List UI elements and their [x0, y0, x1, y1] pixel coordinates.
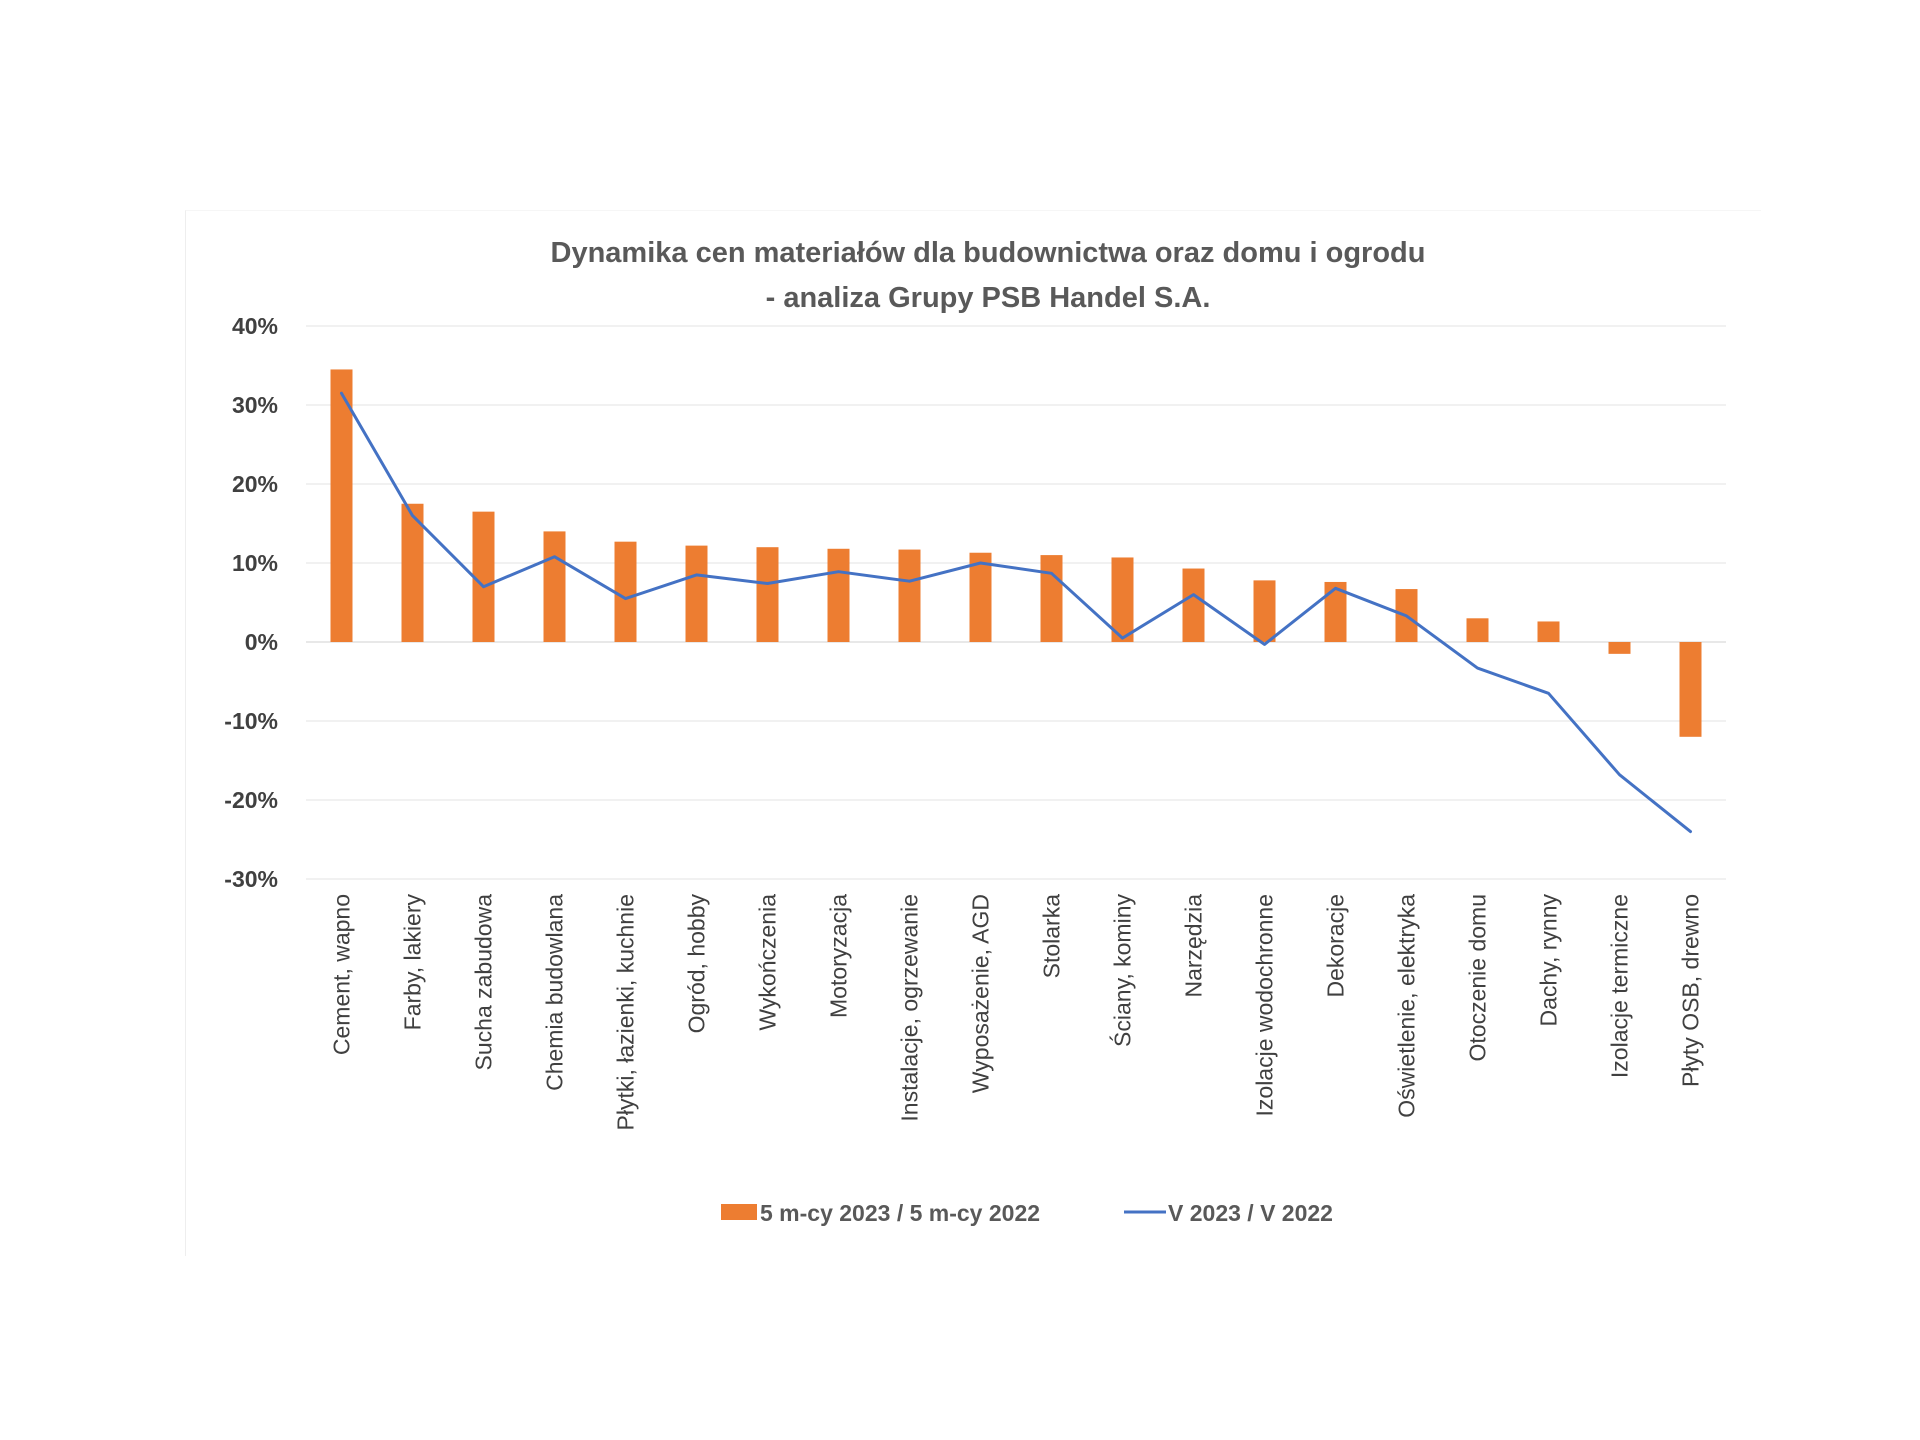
- bar: [330, 369, 353, 642]
- bar: [1324, 581, 1347, 642]
- y-tick-label: 0%: [245, 629, 278, 655]
- x-tick-label: Instalacje, ogrzewanie: [897, 894, 923, 1122]
- bar: [401, 503, 424, 642]
- bar: [756, 547, 779, 642]
- x-tick-label: Farby, lakiery: [400, 894, 426, 1031]
- bar: [1040, 555, 1063, 642]
- bar: [1608, 642, 1631, 654]
- x-tick-label: Motoryzacja: [826, 894, 852, 1018]
- bar: [827, 548, 850, 642]
- chart-area: Dynamika cen materiałów dla budownictwa …: [185, 210, 1761, 1256]
- x-tick-label: Oświetlenie, elektryka: [1394, 894, 1420, 1118]
- x-tick-label: Dekoracje: [1323, 894, 1349, 998]
- y-axis-ticks: 40% 30% 20% 10% 0% -10% -20% -30%: [224, 313, 278, 892]
- x-tick-label: Narzędzia: [1181, 894, 1207, 998]
- bar: [969, 552, 992, 642]
- y-tick-label: -30%: [224, 866, 278, 892]
- y-tick-label: 30%: [232, 392, 278, 418]
- x-tick-label: Izolacje wodochronne: [1252, 894, 1278, 1116]
- bar: [1537, 621, 1560, 642]
- x-tick-label: Dachy, rynny: [1536, 894, 1562, 1027]
- chart: Dynamika cen materiałów dla budownictwa …: [224, 237, 1726, 1226]
- bar: [1182, 568, 1205, 642]
- x-tick-label: Stolarka: [1039, 894, 1065, 979]
- bar: [1466, 618, 1489, 642]
- x-tick-label: Ściany, kominy: [1109, 894, 1136, 1047]
- y-tick-label: 10%: [232, 550, 278, 576]
- x-tick-label: Chemia budowlana: [542, 894, 568, 1091]
- bar: [543, 531, 566, 642]
- bar: [472, 511, 495, 642]
- y-tick-label: 40%: [232, 313, 278, 339]
- chart-subtitle: - analiza Grupy PSB Handel S.A.: [766, 282, 1211, 314]
- y-tick-label: 20%: [232, 471, 278, 497]
- bar: [614, 541, 637, 642]
- legend-bar-label: 5 m-cy 2023 / 5 m-cy 2022: [760, 1200, 1040, 1226]
- x-tick-label: Otoczenie domu: [1465, 894, 1491, 1061]
- bar: [1679, 642, 1702, 737]
- gridlines: [306, 325, 1726, 880]
- y-tick-label: -10%: [224, 708, 278, 734]
- bar: [898, 549, 921, 642]
- bar: [1111, 557, 1134, 642]
- legend-line-label: V 2023 / V 2022: [1168, 1200, 1333, 1226]
- x-axis-ticks: Cement, wapno Farby, lakiery Sucha zabudow…: [329, 894, 1704, 1131]
- x-tick-label: Płyty OSB, drewno: [1678, 894, 1704, 1087]
- x-tick-label: Wyposażenie, AGD: [968, 894, 994, 1093]
- bar: [1253, 580, 1276, 642]
- line-series: [340, 391, 1692, 834]
- x-tick-label: Izolacje termiczne: [1607, 894, 1633, 1078]
- x-tick-label: Płytki, łazienki, kuchnie: [613, 894, 639, 1131]
- y-tick-label: -20%: [224, 787, 278, 813]
- x-tick-label: Ogród, hobby: [684, 894, 710, 1034]
- x-tick-label: Wykończenia: [755, 894, 781, 1031]
- bar-series: [330, 369, 1702, 737]
- x-tick-label: Cement, wapno: [329, 894, 355, 1055]
- x-tick-label: Sucha zabudowa: [471, 894, 497, 1071]
- bar: [685, 545, 708, 642]
- chart-title: Dynamika cen materiałów dla budownictwa …: [551, 237, 1426, 269]
- series-line: [340, 391, 1692, 834]
- legend: 5 m-cy 2023 / 5 m-cy 2022 V 2023 / V 202…: [721, 1200, 1333, 1226]
- legend-bar-swatch: [721, 1204, 757, 1220]
